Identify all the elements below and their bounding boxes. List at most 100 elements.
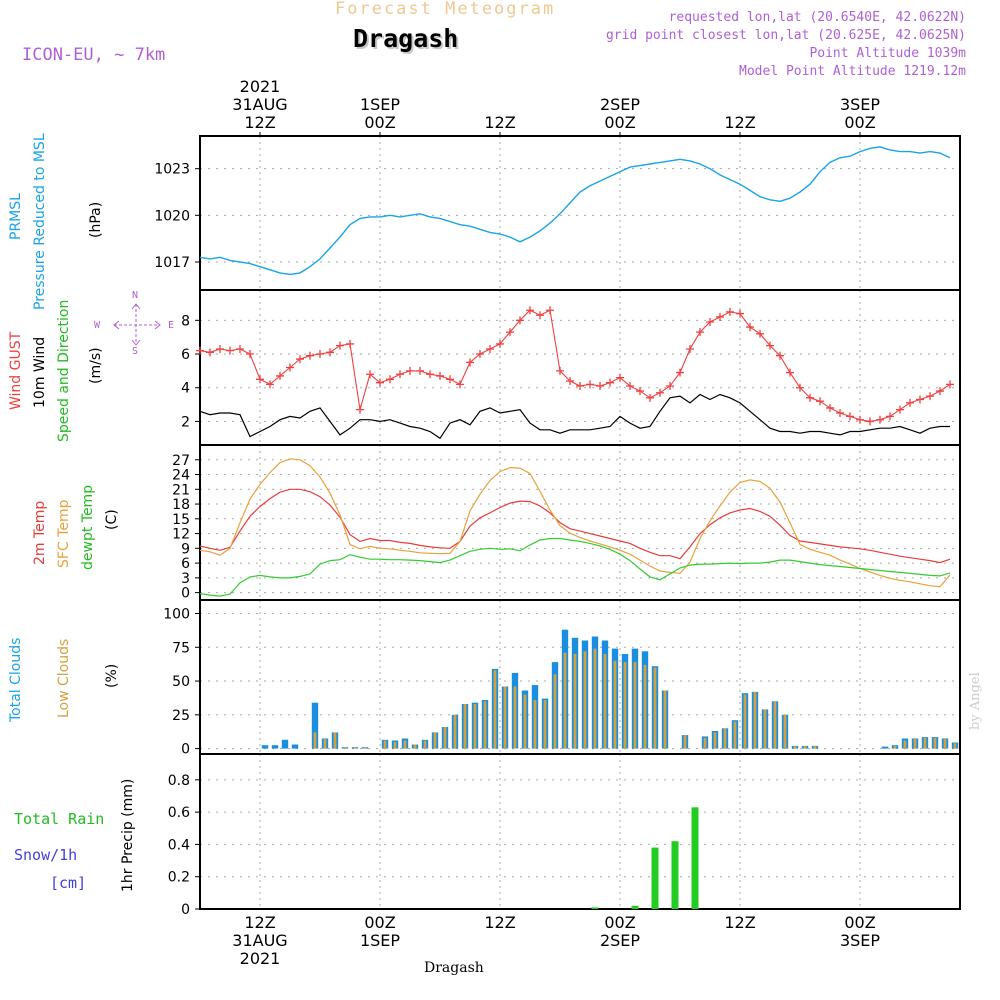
y-tick-label: 9 [181,541,190,557]
low-cloud-bar [903,740,907,749]
snow-unit-label: [cm] [50,874,87,892]
total-cloud-bar [271,745,279,749]
footer-location: Dragash [424,960,484,976]
precip-bar [631,905,639,909]
compass-rose-icon [113,303,161,346]
bottom-time-label: 3SEP [840,931,880,950]
y-tick-label: 3 [181,571,190,587]
model-altitude: Model Point Altitude 1219.12m [739,64,966,79]
top-time-label: 12Z [724,113,755,132]
point-altitude: Point Altitude 1039m [809,46,966,61]
low-cloud-bar [393,741,397,749]
gust-point [606,378,614,387]
y-tick-label: 75 [172,640,190,656]
y-tick-label: 0.8 [168,773,190,789]
gust-point [666,382,674,391]
bottom-time-label: 12Z [484,913,515,932]
low-cloud-bar [723,728,727,749]
gust-point [626,382,634,391]
precip-bar [591,907,599,909]
total-cloud-bar [281,739,289,749]
y-tick-label: 0 [181,586,190,602]
gust-point [436,371,444,380]
gust-point [706,318,714,327]
gust-point [616,373,624,382]
low-cloud-bar [923,737,927,749]
bottom-time-label: 2SEP [600,931,640,950]
total-cloud-bar [291,744,299,749]
gust-point [516,316,524,325]
y-tick-label: 50 [172,674,190,690]
gust-point [836,408,844,417]
low-cloud-bar [613,660,617,749]
low-cloud-bar [463,704,467,749]
y-tick-label: 6 [181,347,190,363]
gust-point [636,387,644,396]
low-cloud-bar [523,694,527,749]
low-cloud-bar [353,747,357,749]
low-cloud-bar [663,690,667,749]
gust-point [406,366,414,375]
gust-point [756,329,764,338]
gust-point [456,380,464,389]
gust-point [596,382,604,391]
gust-point [556,366,564,375]
gust-point [896,405,904,414]
low-cloud-bar [953,743,957,749]
gust-point [576,382,584,391]
y-tick-label: 0.2 [168,870,190,886]
low-cloud-bar [943,739,947,749]
location-title: Dragash [353,24,459,53]
gust-point [226,346,234,355]
y-tick-label: 27 [172,453,190,469]
low-cloud-bar [333,732,337,749]
meteogram-heading: Forecast Meteogram [335,0,556,19]
low-cloud-bar [533,700,537,749]
pressure-line [199,146,951,276]
gust-point [766,341,774,350]
model-label: ICON-EU, ~ 7km [22,45,166,65]
y-tick-label: 15 [172,512,190,528]
y-tick-label: 100 [163,607,190,623]
panel-1: 2 4 6 8 [181,289,961,446]
panel-frame [199,444,961,601]
low-cloud-bar [493,670,497,749]
snow-label: Snow/1h [14,846,78,864]
low-cloud-bar [683,735,687,749]
low-cloud-bar [473,704,477,749]
total-cloud-bar [261,745,269,749]
gust-point [846,412,854,421]
gust-point [296,355,304,364]
low-cloud-bar [703,737,707,749]
gust-point [726,307,734,316]
low-cloud-bar [593,648,597,749]
gust-point [926,392,934,401]
gust-point [266,380,274,389]
gust-point [386,375,394,384]
gust-point [366,370,374,379]
low-cloud-bar [803,745,807,749]
low-cloud-bar [623,662,627,749]
gust-point [736,309,744,318]
gust-point [746,323,754,332]
y-tick-label: 6 [181,556,190,572]
low-cloud-bar [633,662,637,749]
top-time-label: 1SEP [360,95,400,114]
low-cloud-bar [423,740,427,749]
low-cloud-bar [313,732,317,749]
temp2m-line [199,488,951,564]
panel-frame [199,135,961,291]
low-cloud-bar [583,651,587,749]
y-tick-label: 0 [181,742,190,758]
panel-frame [199,753,961,910]
low-cloud-bar [793,745,797,749]
gust-point [856,415,864,424]
low-cloud-bar [603,654,607,749]
wind-speed-line [199,393,950,440]
gust-point [416,366,424,375]
y-tick-label: 1017 [154,255,190,271]
compass-w: W [94,320,101,331]
low-cloud-bar [563,652,567,749]
gust-point [216,344,224,353]
